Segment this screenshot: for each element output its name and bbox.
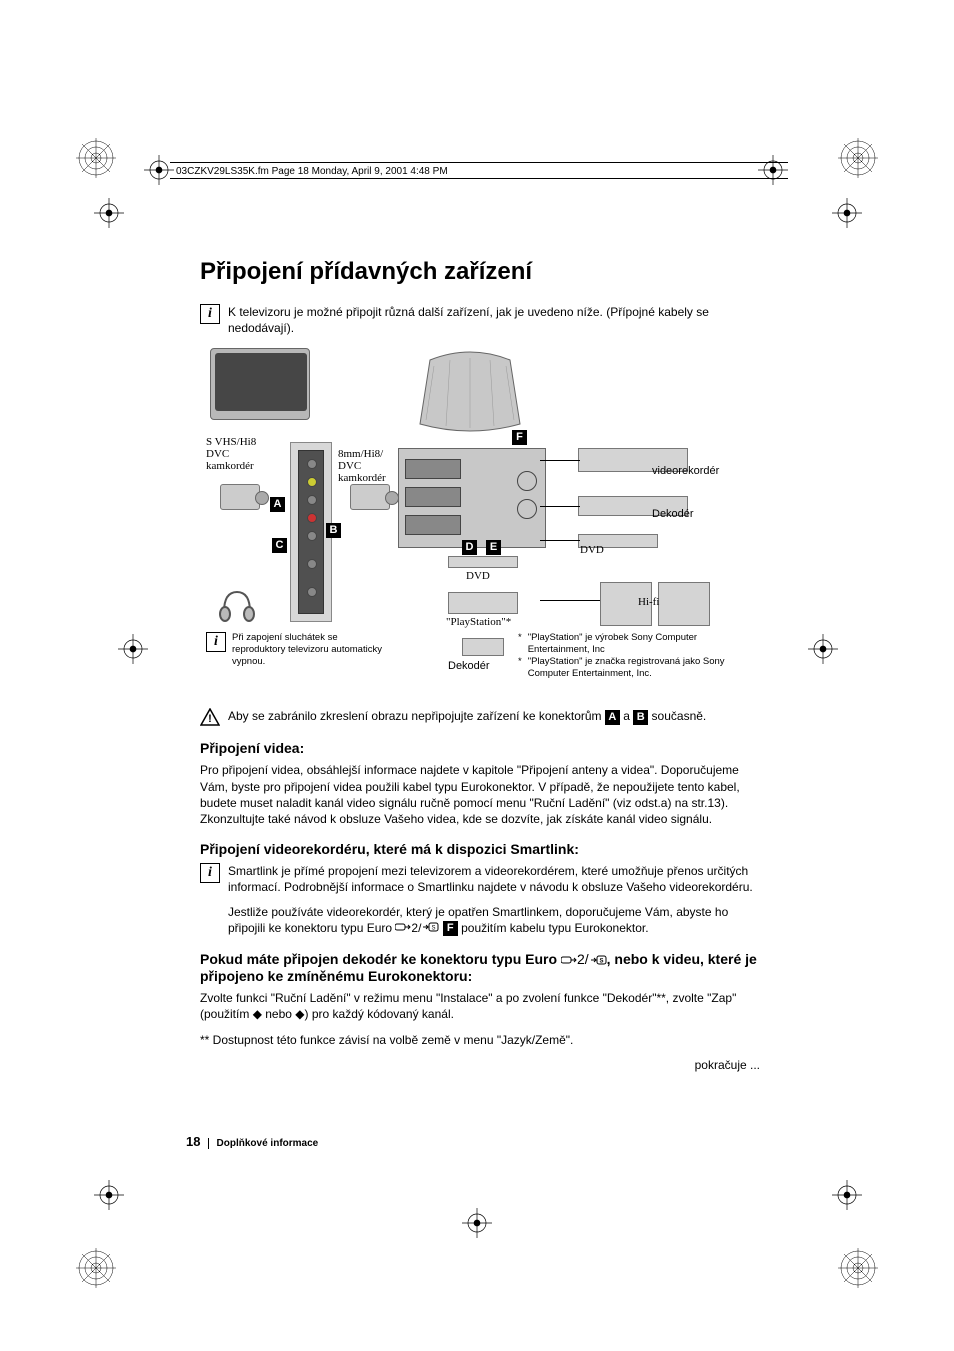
tv-jack-panel xyxy=(298,450,324,614)
header-text: 03CZKV29LS35K.fm Page 18 Monday, April 9… xyxy=(176,166,448,177)
ps-note-1: "PlayStation" je výrobek Sony Computer E… xyxy=(528,632,738,656)
intro-text: K televizoru je možné připojit různá dal… xyxy=(228,304,760,336)
page-footer: 18 Doplňkové informace xyxy=(186,1134,318,1149)
registration-mark xyxy=(76,1248,116,1288)
label-decoder-bottom: Dekodér xyxy=(448,660,490,672)
smartlink-p1: Smartlink je přímé propojení mezi televi… xyxy=(228,863,760,895)
registration-mark xyxy=(838,1248,878,1288)
info-icon: i xyxy=(200,304,220,324)
label-dvd-right: DVD xyxy=(580,544,604,556)
continues-text: pokračuje ... xyxy=(200,1058,760,1072)
crop-mark xyxy=(462,1208,492,1238)
connector-letter-b: B xyxy=(326,523,341,538)
down-arrow-icon: ◆ xyxy=(253,1007,262,1021)
section-smartlink-heading: Připojení videorekordéru, které má k dis… xyxy=(200,841,760,857)
label-8mm: 8mm/Hi8/ DVC kamkordér xyxy=(338,448,386,484)
header-rule xyxy=(170,178,788,179)
section-decoder-heading: Pokud máte připojen dekodér ke konektoru… xyxy=(200,951,760,984)
label-playstation: "PlayStation"* xyxy=(446,616,511,628)
up-arrow-icon: ◆ xyxy=(295,1007,304,1021)
headphones-icon xyxy=(218,588,256,627)
warning-text: Aby se zabránilo zkreslení obrazu nepřip… xyxy=(228,708,706,724)
svg-text:S: S xyxy=(599,958,603,964)
connector-letter-f: F xyxy=(512,430,527,445)
label-decoder: Dekodér xyxy=(652,508,694,520)
svg-text:!: ! xyxy=(208,713,212,725)
crt-back-icon xyxy=(410,348,530,436)
page-title: Připojení přídavných zařízení xyxy=(200,258,760,286)
crop-mark xyxy=(118,634,148,664)
info-icon: i xyxy=(206,632,226,652)
rear-panel-icon xyxy=(398,448,546,548)
page-number: 18 xyxy=(186,1134,200,1149)
decoder-p1: Zvolte funkci "Ruční Ladění" v režimu me… xyxy=(200,990,760,1022)
crop-mark xyxy=(808,634,838,664)
footer-section: Doplňkové informace xyxy=(208,1138,319,1149)
header-rule xyxy=(170,162,788,163)
label-svhs: S VHS/Hi8 DVC kamkordér xyxy=(206,436,256,472)
decoder-p2: ** Dostupnost této funkce závisí na volb… xyxy=(200,1032,760,1048)
registration-mark xyxy=(838,138,878,178)
decoder-plug-icon xyxy=(462,638,504,656)
crop-mark xyxy=(144,155,174,185)
smartlink-icon: S xyxy=(421,920,439,936)
scart-out-icon xyxy=(395,920,411,936)
svg-text:S: S xyxy=(432,926,436,932)
connector-letter-d: D xyxy=(462,540,477,555)
camcorder-icon xyxy=(220,484,260,510)
headphone-note: i Při zapojení sluchátek se reproduktory… xyxy=(206,632,386,668)
dvd-icon xyxy=(448,556,518,568)
connector-letter-c: C xyxy=(272,538,287,553)
ps-note-2: "PlayStation" je značka registrovaná jak… xyxy=(528,656,738,680)
connection-diagram: S VHS/Hi8 DVC kamkordér 8mm/Hi8/ DVC kam… xyxy=(200,348,760,698)
camcorder-icon xyxy=(350,484,390,510)
info-icon: i xyxy=(200,863,220,883)
playstation-footnotes: *"PlayStation" je výrobek Sony Computer … xyxy=(518,632,738,680)
headphone-note-text: Při zapojení sluchátek se reproduktory t… xyxy=(232,632,386,668)
crop-mark xyxy=(832,198,862,228)
crop-mark xyxy=(832,1180,862,1210)
crop-mark xyxy=(94,1180,124,1210)
crop-mark xyxy=(758,155,788,185)
smartlink-icon: S xyxy=(589,952,607,968)
connector-letter-e: E xyxy=(486,540,501,555)
playstation-icon xyxy=(448,592,518,614)
label-dvd-below: DVD xyxy=(466,570,490,582)
scart-out-icon xyxy=(561,952,577,968)
connector-letter-a: A xyxy=(270,497,285,512)
smartlink-p2: Jestliže používáte videorekordér, který … xyxy=(228,904,760,937)
label-vcr: videorekordér xyxy=(652,465,719,477)
crop-mark xyxy=(94,198,124,228)
section-video-text: Pro připojení videa, obsáhlejší informac… xyxy=(200,762,760,827)
hifi-icon xyxy=(658,582,710,626)
label-hifi: Hi-fi xyxy=(638,596,659,608)
section-video-heading: Připojení videa: xyxy=(200,740,760,756)
tv-front-icon xyxy=(210,348,310,420)
warning-icon: ! xyxy=(200,708,220,726)
registration-mark xyxy=(76,138,116,178)
